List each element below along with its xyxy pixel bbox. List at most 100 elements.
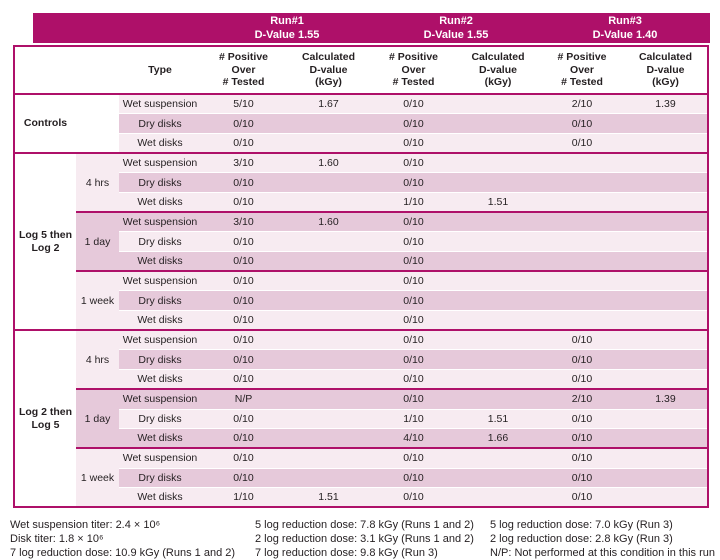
value-cell: 1.60 (286, 152, 371, 174)
empty-header-cell (14, 46, 119, 95)
table-row: Wet disks 0/10 0/10 0/10 (14, 369, 708, 390)
value-cell: 0/10 (371, 329, 456, 351)
value-cell: 1/10 (371, 192, 456, 213)
value-cell: 0/10 (371, 447, 456, 469)
value-cell (286, 113, 371, 134)
value-cell: 0/10 (201, 113, 286, 134)
value-cell (286, 428, 371, 449)
value-cell (456, 270, 540, 292)
table-row: Wet disks 0/10 0/10 0/10 (14, 133, 708, 154)
value-cell (286, 447, 371, 469)
table-row: Wet disks 0/10 0/10 (14, 310, 708, 331)
table-row: Dry disks 0/10 0/10 (14, 290, 708, 312)
value-cell (286, 349, 371, 371)
value-cell (456, 152, 540, 174)
value-cell (624, 211, 708, 233)
footnote-line: 5 log reduction dose: 7.0 kGy (Run 3) (490, 519, 673, 531)
header-band: Run#1 D-Value 1.55 Run#2 D-Value 1.55 Ru… (33, 13, 710, 43)
value-cell: 0/10 (371, 290, 456, 312)
value-cell (624, 468, 708, 489)
run1-title: Run#1 (270, 15, 304, 27)
type-cell: Wet suspension (119, 388, 201, 410)
value-cell: 0/10 (201, 251, 286, 272)
value-cell (624, 113, 708, 134)
type-cell: Wet disks (119, 133, 201, 154)
value-cell: 0/10 (540, 133, 624, 154)
run1-positive-header: # Positive Over # Tested (201, 46, 286, 95)
time-label (76, 94, 119, 154)
type-cell: Dry disks (119, 290, 201, 312)
value-cell (286, 409, 371, 430)
table-row: Dry disks 0/10 0/10 (14, 172, 708, 193)
value-cell: 2/10 (540, 388, 624, 410)
table-row: Controls Wet suspension 5/10 1.67 0/10 2/10 1.… (14, 94, 708, 154)
table-row: 1 day Wet suspension 3/10 1.60 0/10 (14, 211, 708, 272)
value-cell (540, 290, 624, 312)
value-cell: 0/10 (201, 192, 286, 213)
type-cell: Wet suspension (119, 211, 201, 233)
type-cell: Wet disks (119, 487, 201, 508)
value-cell (624, 369, 708, 390)
value-cell: 0/10 (371, 349, 456, 371)
group-label: Log 5 then Log 2 (14, 152, 76, 331)
value-cell (456, 349, 540, 371)
value-cell: 0/10 (540, 447, 624, 469)
type-cell: Wet suspension (119, 329, 201, 351)
value-cell (624, 290, 708, 312)
value-cell (624, 349, 708, 371)
value-cell: 0/10 (371, 468, 456, 489)
run1-calculated-header: Calculated D-value (kGy) (286, 46, 371, 95)
time-label: 1 week (76, 270, 119, 331)
footnote-column-3: 5 log reduction dose: 7.0 kGy (Run 3) 2 … (490, 519, 715, 560)
type-header: Type (119, 46, 201, 95)
run3-calculated-header: Calculated D-value (kGy) (624, 46, 708, 95)
type-cell: Dry disks (119, 113, 201, 134)
value-cell: 0/10 (371, 94, 456, 115)
table-row: Wet disks 0/10 0/10 (14, 251, 708, 272)
type-cell: Dry disks (119, 409, 201, 430)
value-cell: 0/10 (371, 251, 456, 272)
value-cell (286, 270, 371, 292)
value-cell (456, 369, 540, 390)
value-cell: N/P (201, 388, 286, 410)
value-cell (456, 329, 540, 351)
value-cell (540, 310, 624, 331)
table-row: Dry disks 0/10 1/10 1.51 0/10 (14, 409, 708, 430)
value-cell: 0/10 (540, 349, 624, 371)
time-label: 1 week (76, 447, 119, 508)
value-cell (456, 290, 540, 312)
value-cell: 0/10 (201, 133, 286, 154)
table-row: 1 week Wet suspension 0/10 0/10 0/10 (14, 447, 708, 508)
value-cell: 0/10 (371, 172, 456, 193)
value-cell (540, 251, 624, 272)
value-cell (456, 310, 540, 331)
results-tbody: Controls Wet suspension 5/10 1.67 0/10 2/10 1.… (14, 94, 708, 508)
table-row: Dry disks 0/10 0/10 0/10 (14, 468, 708, 489)
footnote-column-2: 5 log reduction dose: 7.8 kGy (Runs 1 an… (255, 519, 474, 560)
value-cell: 1.39 (624, 388, 708, 410)
value-cell: 0/10 (371, 133, 456, 154)
value-cell: 0/10 (201, 349, 286, 371)
value-cell (624, 192, 708, 213)
value-cell: 0/10 (371, 152, 456, 174)
value-cell (624, 447, 708, 469)
type-cell: Dry disks (119, 172, 201, 193)
value-cell: 0/10 (201, 447, 286, 469)
value-cell (624, 310, 708, 331)
value-cell (456, 211, 540, 233)
run3-title: Run#3 (608, 15, 642, 27)
value-cell (456, 113, 540, 134)
table-row: 1 day Wet suspension N/P 0/10 2/10 1.39 (14, 388, 708, 449)
value-cell (286, 172, 371, 193)
value-cell (624, 270, 708, 292)
value-cell: 0/10 (540, 329, 624, 351)
time-label: 1 day (76, 388, 119, 449)
value-cell (540, 231, 624, 252)
value-cell: 1/10 (201, 487, 286, 508)
table-row: Wet disks 0/10 4/10 1.66 0/10 (14, 428, 708, 449)
value-cell: 1.66 (456, 428, 540, 449)
value-cell (286, 329, 371, 351)
results-table: Type # Positive Over # Tested Calculated… (13, 45, 709, 509)
